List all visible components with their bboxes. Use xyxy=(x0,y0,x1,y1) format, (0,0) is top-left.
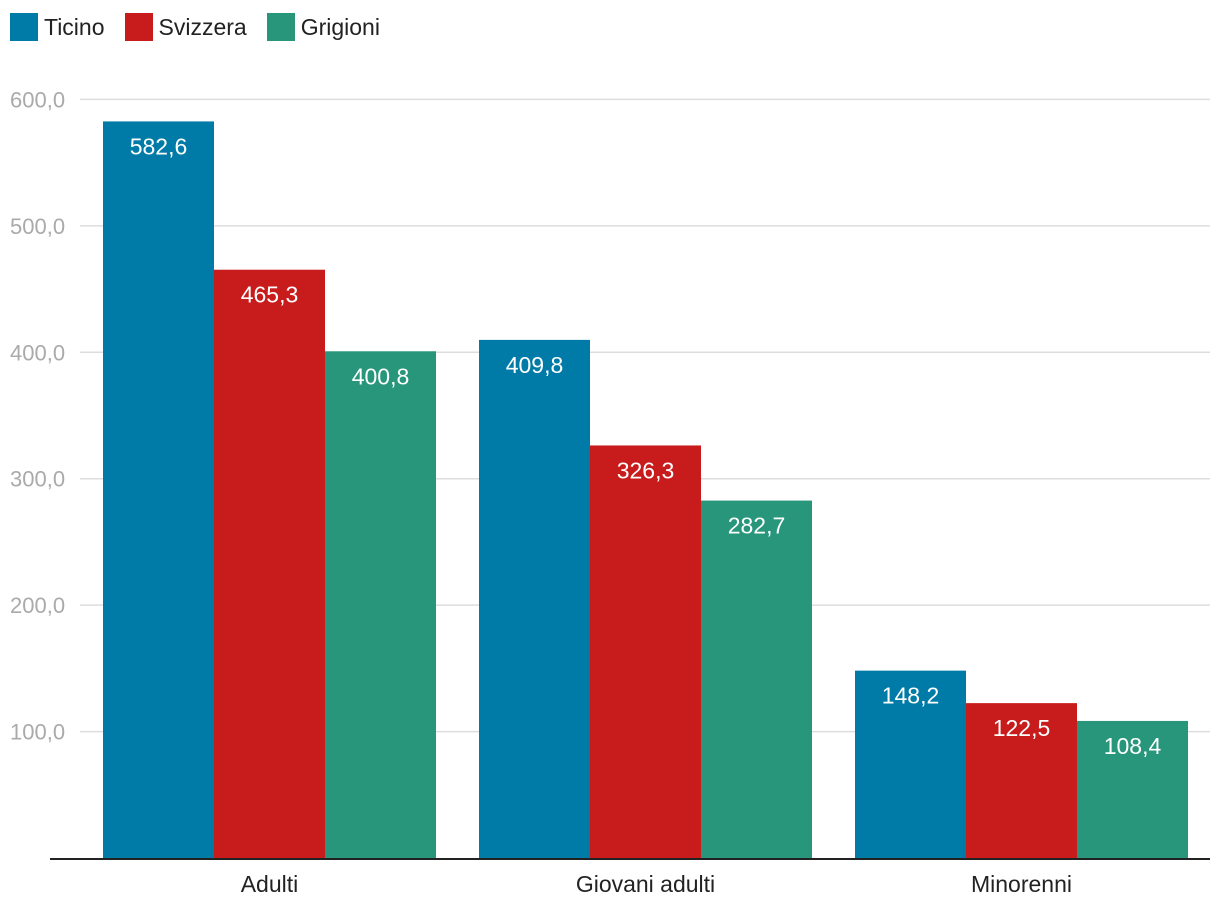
legend-swatch-ticino xyxy=(10,13,38,41)
legend-label-svizzera: Svizzera xyxy=(158,13,247,40)
bar-svizzera-minorenni xyxy=(966,703,1077,858)
y-tick-label: 200,0 xyxy=(10,593,65,618)
bar-ticino-giovani-adulti xyxy=(479,339,590,858)
bar-ticino-adulti xyxy=(103,121,214,858)
bar-svizzera-giovani-adulti xyxy=(590,445,701,858)
bar-ticino-minorenni xyxy=(855,670,966,858)
y-tick-label: 600,0 xyxy=(10,87,65,112)
y-axis-ticks: 100,0 200,0 300,0 400,0 500,0 600,0 xyxy=(10,87,65,744)
data-label: 148,2 xyxy=(882,683,940,709)
legend-label-ticino: Ticino xyxy=(44,13,105,40)
legend: Ticino Svizzera Grigioni xyxy=(10,12,400,42)
x-category-label: Minorenni xyxy=(971,871,1072,897)
bar-grigioni-minorenni xyxy=(1077,720,1188,858)
legend-swatch-grigioni xyxy=(266,13,295,41)
data-labels: 582,6 465,3 400,8 409,8 326,3 282,7 148,2 122,5… xyxy=(130,133,1162,759)
legend-swatch-svizzera xyxy=(124,13,153,41)
bar-grigioni-giovani-adulti xyxy=(701,500,812,858)
legend-item-svizzera: Svizzera xyxy=(124,13,247,41)
y-tick-label: 100,0 xyxy=(10,720,65,745)
data-label: 582,6 xyxy=(130,133,188,159)
x-category-label: Adulti xyxy=(241,871,299,897)
y-tick-label: 400,0 xyxy=(10,340,65,365)
bars xyxy=(103,121,1188,859)
bar-grigioni-adulti xyxy=(325,351,436,858)
data-label: 409,8 xyxy=(506,352,564,378)
x-category-label: Giovani adulti xyxy=(576,871,715,897)
legend-item-grigioni: Grigioni xyxy=(266,13,380,41)
data-label: 108,4 xyxy=(1104,733,1162,759)
y-tick-label: 300,0 xyxy=(10,467,65,492)
data-label: 122,5 xyxy=(993,715,1051,741)
data-label: 400,8 xyxy=(352,363,410,389)
legend-label-grigioni: Grigioni xyxy=(300,13,380,40)
x-axis-categories: Adulti Giovani adulti Minorenni xyxy=(241,871,1072,897)
y-tick-label: 500,0 xyxy=(10,214,65,239)
legend-item-ticino: Ticino xyxy=(10,13,105,41)
data-label: 282,7 xyxy=(728,513,786,539)
data-label: 465,3 xyxy=(241,282,299,308)
data-label: 326,3 xyxy=(617,457,675,483)
bar-svizzera-adulti xyxy=(214,269,325,859)
